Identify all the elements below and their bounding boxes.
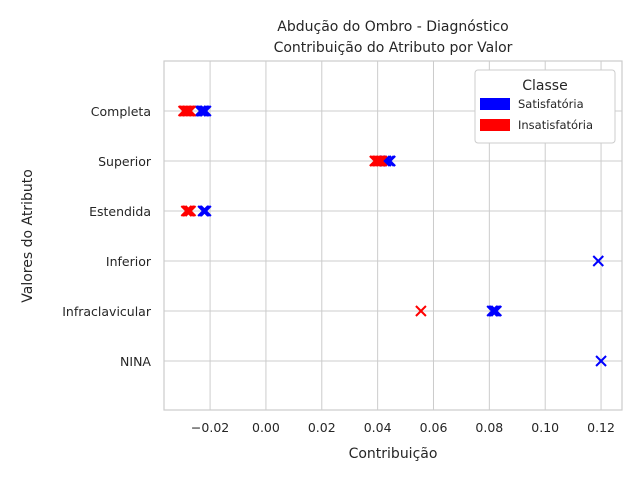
plot-area: −0.02 0.00 0.02 0.04 0.06 0.08 0.10 0.12 Complet… xyxy=(62,60,623,435)
y-tick-label: Estendida xyxy=(89,204,151,219)
data-point xyxy=(595,355,607,367)
x-tick-label: 0.12 xyxy=(587,420,615,435)
x-tick-label: 0.02 xyxy=(308,420,336,435)
x-tick-label: −0.02 xyxy=(191,420,229,435)
y-tick-label: Superior xyxy=(98,154,152,169)
x-tick-label: 0.00 xyxy=(252,420,280,435)
data-point xyxy=(184,205,197,217)
chart-title: Abdução do Ombro - Diagnóstico xyxy=(277,19,508,35)
data-point xyxy=(415,305,427,317)
legend-title: Classe xyxy=(522,78,567,94)
x-tick-label: 0.08 xyxy=(475,420,503,435)
x-tick-label: 0.06 xyxy=(420,420,448,435)
x-axis-label: Contribuição xyxy=(349,446,438,462)
data-point xyxy=(200,105,212,117)
x-tick-label: 0.10 xyxy=(531,420,559,435)
y-tick-label: Completa xyxy=(91,104,151,119)
data-point xyxy=(376,155,388,167)
legend: Classe Satisfatória Insatisfatória xyxy=(474,69,616,144)
legend-label-satisfatoria: Satisfatória xyxy=(518,97,584,111)
legend-label-insatisfatoria: Insatisfatória xyxy=(518,118,593,132)
data-point xyxy=(384,155,396,167)
plot-frame xyxy=(163,60,623,411)
legend-swatch-insatisfatoria xyxy=(480,119,510,131)
y-tick-label: NINA xyxy=(120,354,151,369)
y-axis-label: Valores do Atributo xyxy=(20,169,36,303)
legend-swatch-satisfatoria xyxy=(480,98,510,110)
data-point xyxy=(200,205,212,217)
x-tick-label: 0.04 xyxy=(364,420,392,435)
y-tick-label: Inferior xyxy=(106,254,152,269)
data-point xyxy=(592,255,604,267)
chart-subtitle: Contribuição do Atributo por Valor xyxy=(274,40,513,56)
data-point xyxy=(184,105,197,117)
y-tick-label: Infraclavicular xyxy=(62,304,152,319)
data-point xyxy=(490,305,503,317)
